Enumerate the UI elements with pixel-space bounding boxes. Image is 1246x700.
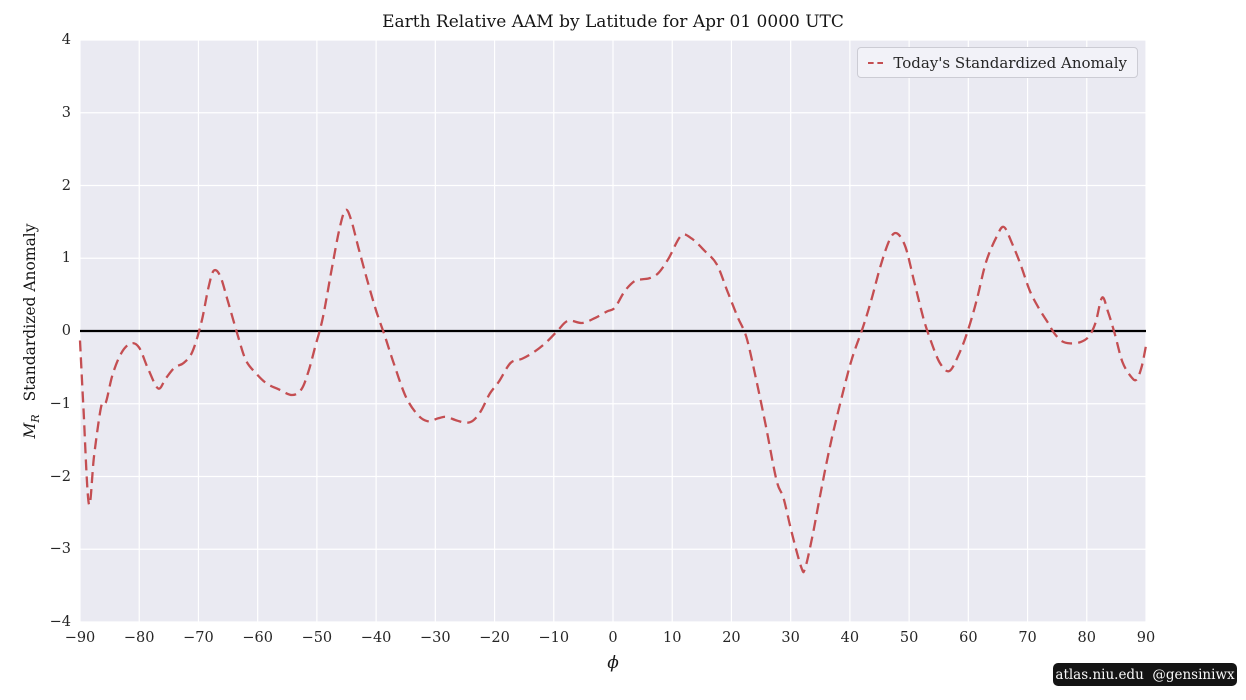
x-tick-label: −30 xyxy=(420,630,451,646)
x-tick-label: 10 xyxy=(662,630,682,646)
x-tick-label: −20 xyxy=(479,630,510,646)
x-tick-label: −40 xyxy=(360,630,392,646)
x-tick-label: 0 xyxy=(608,630,618,646)
x-tick-label: −60 xyxy=(242,630,273,646)
legend: Today's Standardized Anomaly xyxy=(857,47,1138,78)
x-axis-label: ϕ xyxy=(607,653,619,673)
legend-label: Today's Standardized Anomaly xyxy=(893,53,1127,72)
watermark-badge: atlas.niu.edu @gensiniwx xyxy=(1053,663,1237,686)
y-tick-label: −2 xyxy=(49,468,71,485)
x-tick-label: 40 xyxy=(840,630,860,646)
ylabel-text: Standardized Anomaly xyxy=(21,223,39,402)
ylabel-math-symbol: MR xyxy=(21,414,43,439)
x-tick-label: 50 xyxy=(899,630,919,646)
x-tick-label: −90 xyxy=(64,630,96,646)
x-tick-label: −10 xyxy=(538,630,570,646)
y-tick-label: −3 xyxy=(49,541,71,558)
x-tick-label: 30 xyxy=(781,630,800,646)
chart-title: Earth Relative AAM by Latitude for Apr 0… xyxy=(382,12,844,32)
x-tick-label: 80 xyxy=(1077,630,1096,646)
y-tick-label: 4 xyxy=(61,32,71,48)
x-tick-label: −80 xyxy=(123,630,155,646)
x-tick-label: 90 xyxy=(1136,630,1156,646)
y-tick-label: 3 xyxy=(61,104,71,121)
y-tick-label: −4 xyxy=(49,614,71,630)
x-tick-label: −50 xyxy=(301,630,333,646)
y-tick-label: −1 xyxy=(49,395,71,412)
x-tick-label: 70 xyxy=(1018,630,1037,646)
legend-dashed-line-sample xyxy=(868,61,884,64)
x-tick-label: 20 xyxy=(722,630,741,646)
x-tick-label: −70 xyxy=(183,630,214,646)
y-tick-label: 0 xyxy=(61,323,71,339)
x-tick-label: 60 xyxy=(959,630,978,646)
anomaly-curve xyxy=(78,208,1148,574)
y-tick-label: 2 xyxy=(61,177,71,194)
y-tick-label: 1 xyxy=(61,250,71,267)
y-axis-label: MR Standardized Anomaly xyxy=(21,223,42,438)
